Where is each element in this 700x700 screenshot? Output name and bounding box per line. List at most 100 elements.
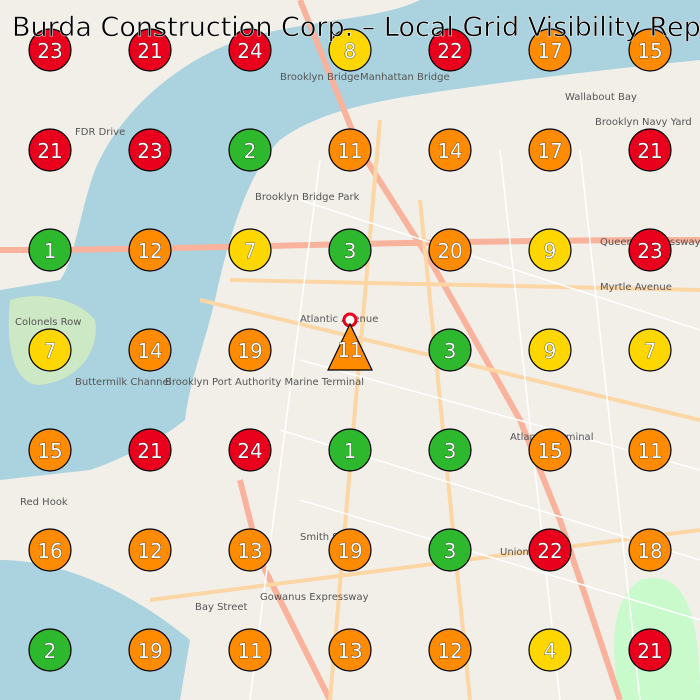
rank-value: 7 [244, 239, 257, 263]
streets [249, 149, 700, 700]
rank-marker [528, 328, 572, 372]
rank-marker [128, 228, 172, 272]
rank-value: 1 [44, 239, 57, 263]
map-label: Red Hook [20, 497, 68, 508]
rank-value: 15 [537, 439, 562, 463]
rank-value: 3 [444, 539, 457, 563]
rank-marker [528, 128, 572, 172]
rank-marker [328, 128, 372, 172]
map-label: Manhattan Bridge [360, 72, 450, 83]
rank-marker [28, 228, 72, 272]
rank-value: 21 [637, 639, 662, 663]
rank-marker [228, 528, 272, 572]
manhattan [0, 0, 420, 290]
map-labels: Brooklyn Bridge Manhattan Bridge Wallabout… [15, 72, 700, 613]
rank-value: 9 [544, 339, 557, 363]
rank-value: 9 [544, 239, 557, 263]
rank-marker [28, 128, 72, 172]
rank-marker [228, 328, 272, 372]
rank-marker [428, 628, 472, 672]
rank-marker [228, 128, 272, 172]
rank-marker [228, 428, 272, 472]
rank-value: 23 [637, 239, 662, 263]
rank-marker [528, 528, 572, 572]
map-label: Buttermilk Channel [75, 377, 171, 388]
rank-marker [28, 28, 72, 72]
rank-value: 19 [137, 639, 162, 663]
map-label: Smith Street [300, 532, 363, 543]
rank-value: 3 [344, 239, 357, 263]
rank-marker [28, 428, 72, 472]
rank-value: 11 [337, 139, 362, 163]
rank-marker [228, 28, 272, 72]
rank-marker [528, 28, 572, 72]
rank-value: 7 [44, 339, 57, 363]
map-label: Myrtle Avenue [600, 282, 672, 293]
rank-marker [28, 628, 72, 672]
rank-value: 12 [137, 539, 162, 563]
rank-marker [328, 628, 372, 672]
map-label: Gowanus Expressway [260, 592, 369, 603]
rank-marker [628, 128, 672, 172]
map-label: Wallabout Bay [565, 92, 637, 103]
rank-marker [128, 28, 172, 72]
rank-marker [528, 628, 572, 672]
rank-marker [628, 328, 672, 372]
rank-marker [428, 528, 472, 572]
rank-value: 3 [444, 439, 457, 463]
rank-marker [428, 228, 472, 272]
rank-marker [328, 28, 372, 72]
rank-marker [628, 228, 672, 272]
rank-value: 21 [37, 139, 62, 163]
rank-value: 24 [237, 39, 262, 63]
rank-marker [128, 528, 172, 572]
rank-value: 13 [337, 639, 362, 663]
rank-value: 23 [137, 139, 162, 163]
rank-marker [228, 228, 272, 272]
rank-marker [328, 228, 372, 272]
rank-value: 14 [437, 139, 462, 163]
title: Burda Construction Corp. – Local Grid Vi… [12, 12, 700, 43]
rank-marker [628, 628, 672, 672]
rank-marker [528, 228, 572, 272]
map-label: Brooklyn Port Authority Marine Terminal [165, 377, 364, 388]
rank-value: 20 [437, 239, 462, 263]
rank-value: 2 [44, 639, 57, 663]
rank-value: 22 [537, 539, 562, 563]
rank-marker [428, 28, 472, 72]
rank-marker [28, 328, 72, 372]
rank-marker [628, 428, 672, 472]
rank-marker [28, 528, 72, 572]
rank-marker [328, 528, 372, 572]
map-label: Atlantic Avenue [300, 314, 378, 325]
rank-value: 19 [237, 339, 262, 363]
rank-value: 8 [344, 39, 357, 63]
rank-marker [628, 528, 672, 572]
map-label: FDR Drive [75, 127, 125, 138]
rank-value: 11 [637, 439, 662, 463]
rank-value: 7 [644, 339, 657, 363]
map-label: Brooklyn Bridge [280, 72, 360, 83]
map-label: Bay Street [195, 602, 248, 613]
rank-value: 24 [237, 439, 262, 463]
rank-value: 21 [137, 39, 162, 63]
rank-value: 14 [137, 339, 162, 363]
rank-value: 11 [337, 338, 362, 362]
rank-marker [228, 628, 272, 672]
rank-marker [128, 128, 172, 172]
rank-value: 19 [337, 539, 362, 563]
rank-value: 21 [637, 139, 662, 163]
map-label: Colonels Row [15, 317, 81, 328]
rank-value: 3 [444, 339, 457, 363]
rank-value: 17 [537, 39, 562, 63]
rank-value: 15 [37, 439, 62, 463]
rank-value: 1 [344, 439, 357, 463]
map-label: Brooklyn Navy Yard [595, 117, 692, 128]
rank-value: 11 [237, 639, 262, 663]
rank-marker [428, 328, 472, 372]
rank-marker [128, 328, 172, 372]
rank-value: 21 [137, 439, 162, 463]
rank-value: 2 [244, 139, 257, 163]
